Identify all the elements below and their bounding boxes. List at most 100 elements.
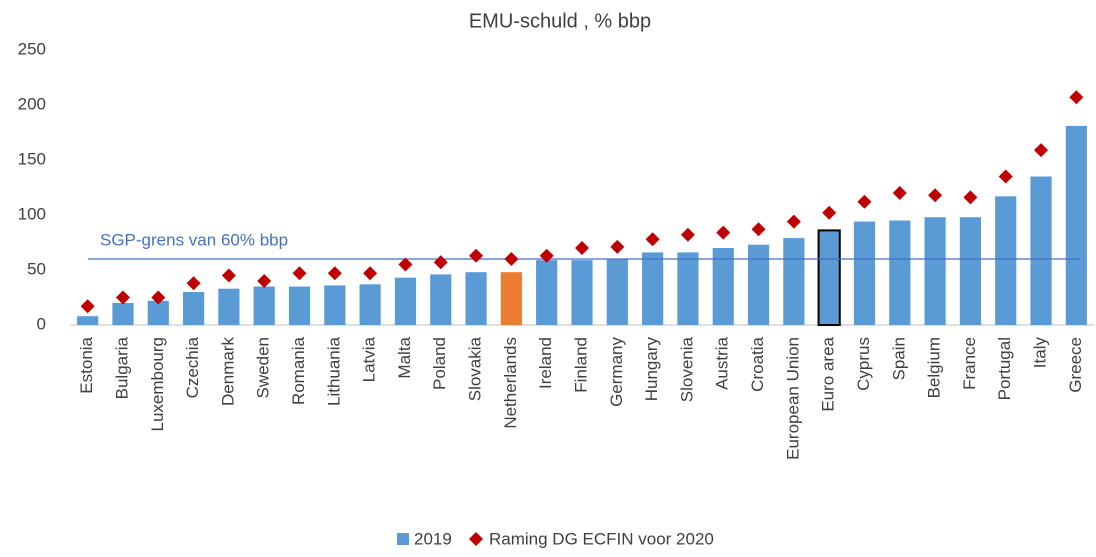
x-tick-label: Hungary <box>642 337 661 402</box>
bar <box>889 220 911 325</box>
x-tick-label: Luxembourg <box>148 337 167 432</box>
bar <box>606 259 628 325</box>
x-tick-label: Poland <box>430 337 449 390</box>
marker <box>257 274 272 288</box>
bar <box>642 252 664 325</box>
x-tick-label: European Union <box>783 337 802 460</box>
marker <box>680 227 695 242</box>
legend-label: 2019 <box>414 529 452 548</box>
bar <box>536 260 558 325</box>
x-tick-label: Greece <box>1066 337 1085 393</box>
bar <box>712 248 734 325</box>
x-tick-label: Euro area <box>819 336 838 411</box>
x-tick-label: Malta <box>395 336 414 378</box>
marker <box>292 266 307 281</box>
marker <box>1034 143 1049 158</box>
marker <box>221 268 236 283</box>
y-tick-label: 250 <box>18 39 46 58</box>
x-tick-label: Austria <box>713 336 732 389</box>
x-tick-label: Netherlands <box>501 337 520 429</box>
x-tick-label: Slovenia <box>677 336 696 402</box>
bar <box>394 277 417 325</box>
marker <box>327 266 342 281</box>
x-tick-label: France <box>960 337 979 390</box>
x-tick-label: Romania <box>289 336 308 405</box>
marker <box>998 169 1013 184</box>
x-tick-label: Lithuania <box>324 336 343 406</box>
marker <box>963 190 978 205</box>
bar <box>677 252 699 325</box>
y-tick-label: 200 <box>18 94 46 113</box>
bar <box>959 217 982 325</box>
x-tick-label: Czechia <box>183 336 202 398</box>
marker <box>645 232 660 247</box>
marker <box>186 276 201 291</box>
x-tick-label: Estonia <box>77 336 96 393</box>
reference-label: SGP-grens van 60% bbp <box>100 230 288 249</box>
x-tick-label: Bulgaria <box>112 336 131 399</box>
marker <box>539 248 554 263</box>
legend-swatch <box>397 533 409 545</box>
y-tick-label: 0 <box>37 314 46 333</box>
x-tick-label: Spain <box>889 337 908 380</box>
marker <box>504 252 519 266</box>
marker <box>928 188 943 203</box>
y-tick-label: 150 <box>18 149 46 168</box>
bar <box>182 292 205 325</box>
x-tick-label: Cyprus <box>854 337 873 391</box>
x-tick-label: Croatia <box>748 336 767 391</box>
marker <box>716 225 731 240</box>
bar <box>924 217 946 325</box>
marker <box>469 248 484 263</box>
bar <box>288 286 311 325</box>
bar <box>324 285 346 325</box>
marker <box>398 257 413 272</box>
legend-swatch <box>469 532 483 546</box>
marker <box>610 239 625 254</box>
marker <box>822 205 837 220</box>
x-tick-label: Germany <box>607 337 626 407</box>
bar <box>747 244 770 325</box>
chart-title: EMU-schuld , % bbp <box>469 10 651 32</box>
bar <box>77 316 99 325</box>
marker <box>433 255 448 270</box>
x-tick-label: Latvia <box>360 336 379 382</box>
bar <box>783 238 805 325</box>
bar <box>1030 176 1052 325</box>
bar <box>817 229 841 326</box>
bar <box>500 272 522 325</box>
x-tick-label: Finland <box>571 337 590 393</box>
x-tick-label: Slovakia <box>466 336 485 401</box>
x-tick-label: Italy <box>1031 337 1050 369</box>
marker <box>115 290 130 305</box>
marker <box>1069 90 1084 105</box>
bar <box>218 288 240 325</box>
x-tick-label: Ireland <box>536 337 555 389</box>
bar <box>995 196 1017 325</box>
bar <box>112 303 134 325</box>
marker <box>151 290 166 305</box>
bar <box>430 274 452 325</box>
marker <box>575 241 589 255</box>
marker <box>857 194 872 209</box>
bar <box>147 300 169 325</box>
marker <box>786 214 801 229</box>
x-tick-label: Portugal <box>995 337 1014 400</box>
y-tick-label: 100 <box>18 204 46 223</box>
x-tick-label: Belgium <box>925 337 944 398</box>
marker <box>80 299 95 314</box>
bar <box>1065 125 1087 326</box>
bar <box>465 272 487 325</box>
x-tick-label: Denmark <box>218 337 237 406</box>
bar <box>359 284 381 325</box>
bar <box>253 286 275 325</box>
marker <box>363 266 378 281</box>
bar <box>571 260 593 325</box>
y-tick-label: 50 <box>27 259 46 278</box>
marker <box>751 222 766 237</box>
x-tick-label: Sweden <box>254 337 273 398</box>
legend-label: Raming DG ECFIN voor 2020 <box>489 529 714 548</box>
marker <box>892 186 907 200</box>
bar <box>853 221 876 325</box>
